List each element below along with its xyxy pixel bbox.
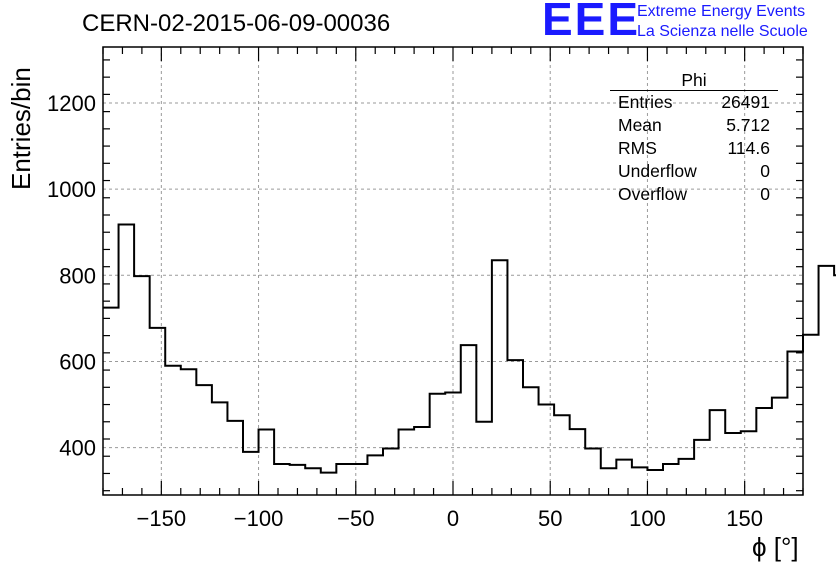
- y-axis-label: Entries/bin: [6, 67, 36, 190]
- stats-row-underflow: Underflow 0: [610, 160, 778, 183]
- histogram-series: [103, 223, 836, 474]
- stats-row-entries: Entries 26491: [610, 91, 778, 114]
- x-tick-label: −150: [137, 506, 187, 531]
- stats-label: RMS: [618, 138, 657, 158]
- x-tick-label: 50: [538, 506, 562, 531]
- logo-text: Extreme Energy Events La Scienza nelle S…: [637, 2, 808, 42]
- stats-value: 26491: [721, 92, 770, 112]
- stats-box: Phi Entries 26491 Mean 5.712 RMS 114.6 U…: [610, 70, 778, 206]
- y-tick-label: 400: [59, 436, 96, 461]
- x-axis-label: ϕ [°]: [752, 532, 799, 562]
- x-tick-label: 0: [447, 506, 459, 531]
- x-tick-label: 100: [629, 506, 666, 531]
- y-tick-label: 1200: [47, 91, 96, 116]
- stats-label: Mean: [618, 115, 662, 135]
- y-tick-label: 600: [59, 349, 96, 374]
- y-tick-label: 1000: [47, 177, 96, 202]
- stats-value: 0: [760, 184, 770, 204]
- stats-row-mean: Mean 5.712: [610, 114, 778, 137]
- chart-title: CERN-02-2015-06-09-00036: [82, 10, 391, 37]
- x-tick-label: −100: [234, 506, 284, 531]
- stats-value: 5.712: [726, 115, 770, 135]
- logo-line-2: La Scienza nelle Scuole: [637, 23, 808, 40]
- y-tick-label: 800: [59, 263, 96, 288]
- stats-label: Underflow: [618, 161, 697, 181]
- stats-value: 114.6: [727, 138, 771, 158]
- logo-line-1: Extreme Energy Events: [637, 3, 806, 20]
- eee-logo: EEE: [542, 0, 641, 45]
- stats-name: Phi: [610, 70, 778, 91]
- x-tick-label: 150: [726, 506, 763, 531]
- stats-label: Overflow: [618, 184, 688, 204]
- x-tick-label: −50: [337, 506, 374, 531]
- stats-row-rms: RMS 114.6: [610, 137, 778, 160]
- stats-value: 0: [760, 161, 770, 181]
- stats-label: Entries: [618, 92, 673, 112]
- stats-row-overflow: Overflow 0: [610, 183, 778, 206]
